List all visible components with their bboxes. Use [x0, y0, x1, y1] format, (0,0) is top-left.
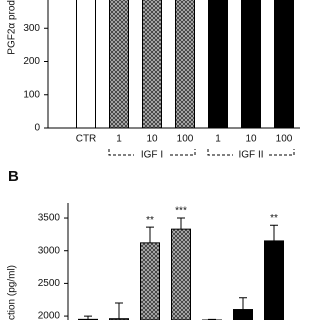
- y-tick-label: 0: [34, 123, 40, 134]
- x-tick-label: 100: [276, 134, 293, 145]
- bar: [208, 0, 228, 128]
- group-label: IGF II: [239, 150, 264, 161]
- bar: [142, 0, 162, 128]
- error-bar: [146, 226, 154, 243]
- group-bracket: [108, 149, 196, 156]
- y-tick-label: 200: [23, 56, 40, 67]
- significance-label: ***: [175, 206, 187, 217]
- error-bar: [115, 302, 123, 319]
- bar: [175, 0, 195, 128]
- x-tick-label: 1: [215, 134, 221, 145]
- y-tick-label: 2500: [38, 278, 61, 289]
- error-bar: [270, 224, 278, 241]
- bar: [274, 0, 294, 128]
- y-tick-label: 300: [23, 23, 40, 34]
- x-tick-label: 100: [177, 134, 194, 145]
- error-bar: [84, 315, 92, 320]
- bar: [241, 0, 261, 128]
- significance-label: **: [146, 215, 154, 226]
- error-bar: [177, 217, 185, 230]
- bar: [233, 309, 253, 320]
- y-axis-label: PGF2α prod: [7, 0, 18, 55]
- bar: [109, 0, 129, 128]
- y-axis-label: ction (pg/ml): [7, 265, 18, 320]
- bar: [76, 0, 96, 128]
- y-tick-label: 3500: [38, 213, 61, 224]
- panel-label: B: [8, 168, 19, 185]
- plot-area: [78, 217, 284, 320]
- group-bracket: [207, 149, 295, 156]
- x-tick-label: CTR: [76, 134, 97, 145]
- plot-area: [76, 0, 294, 128]
- bar: [171, 228, 191, 320]
- y-tick-label: 2000: [38, 311, 61, 320]
- bar: [140, 242, 160, 320]
- x-tick-label: 10: [245, 134, 257, 145]
- x-tick-label: 10: [146, 134, 158, 145]
- significance-label: **: [270, 213, 278, 224]
- group-label: IGF I: [141, 150, 163, 161]
- y-tick-label: 100: [23, 89, 40, 100]
- y-tick-label: 3000: [38, 245, 61, 256]
- error-bar: [239, 297, 247, 310]
- bar: [264, 240, 284, 320]
- x-tick-label: 1: [116, 134, 122, 145]
